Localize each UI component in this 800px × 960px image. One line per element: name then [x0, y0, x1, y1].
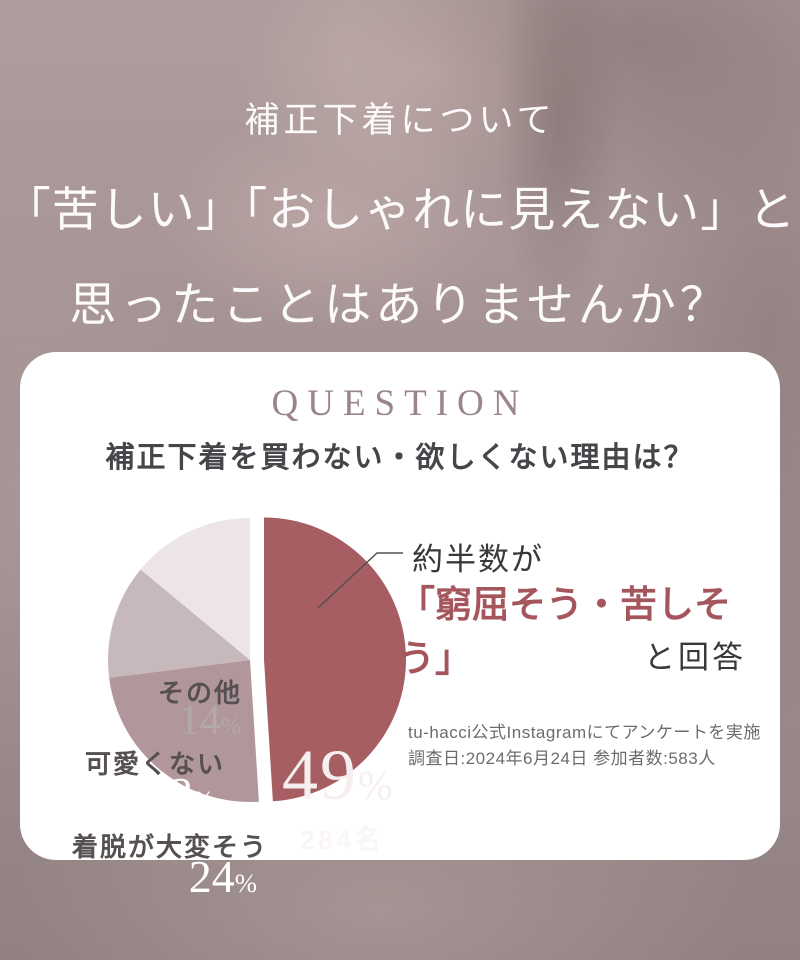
slice-label-not-cute: 可愛くない — [84, 749, 225, 779]
slice-label-hard-to-wear: 着脱が大変そう — [71, 832, 268, 862]
percent-sign: % — [220, 713, 242, 740]
slice-value-other-number: 14 — [178, 698, 221, 744]
pie-slice — [263, 517, 406, 802]
slice-value-main: 49% — [282, 734, 394, 817]
slice-value-hard-to-wear: 24% — [96, 850, 258, 903]
slice-value-hard-to-wear-number: 24 — [188, 851, 235, 902]
pie-chart-area: その他 14% 可愛くない 13% 着脱が大変そう 24% 49% 284名 — [20, 492, 460, 902]
question-eyebrow: QUESTION — [271, 383, 529, 424]
percent-sign: % — [234, 868, 258, 898]
annotation-highlight: 「窮屈そう・苦しそう」 — [398, 585, 731, 680]
headline-line-1: 補正下着について — [244, 101, 556, 140]
slice-value-main-number: 49 — [282, 735, 358, 815]
slice-count-main: 284名 — [300, 825, 385, 855]
headline: 補正下着について 「苦しい」「おしゃれに見えない」と 思ったことはありませんか？ — [0, 92, 800, 335]
percent-sign: % — [358, 763, 394, 809]
survey-source-line-1: tu-hacci公式Instagramにてアンケートを実施 — [408, 723, 761, 742]
headline-line-2: 「苦しい」「おしゃれに見えない」と — [3, 185, 797, 237]
slice-value-not-cute-number: 13 — [148, 769, 193, 818]
slice-value-not-cute: 13% — [53, 768, 215, 819]
survey-source: tu-hacci公式Instagramにてアンケートを実施 調査日:2024年6… — [408, 720, 761, 772]
slice-value-other: 14% — [80, 697, 242, 745]
annotation-leader-line — [317, 552, 403, 609]
percent-sign: % — [192, 785, 215, 814]
pie-slice — [109, 660, 259, 803]
survey-source-line-2: 調査日:2024年6月24日 参加者数:583人 — [408, 749, 716, 768]
question-title: 補正下着を買わない・欲しくない理由は？ — [105, 442, 695, 474]
headline-line-3: 思ったことはありませんか？ — [69, 280, 731, 332]
survey-card: QUESTION 補正下着を買わない・欲しくない理由は？ その他 14% 可愛く… — [20, 352, 780, 902]
slice-label-other: その他 — [157, 678, 242, 708]
annotation-lead: 約半数が — [412, 542, 544, 577]
pie-chart — [108, 517, 406, 803]
pie-slice — [140, 518, 250, 660]
annotation-tail: と回答 — [644, 640, 746, 675]
pie-slice — [108, 569, 250, 678]
